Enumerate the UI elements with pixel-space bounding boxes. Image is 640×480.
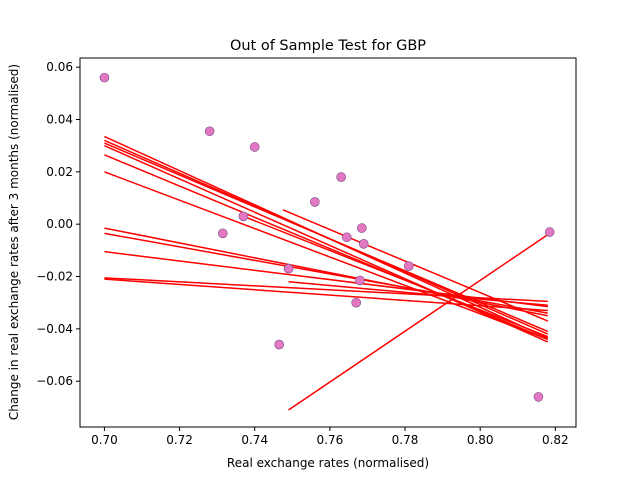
fit-lines-group [104,135,549,411]
y-axis-ticks: −0.06 −0.04 −0.02 0.00 0.02 0.04 0.06 [36,60,80,388]
scatter-point-14 [351,297,361,308]
scatter-point-1 [99,72,110,83]
scatter-point-15 [274,339,284,350]
fit-line-11 [104,278,548,312]
x-axis-ticks: 0.70 0.72 0.74 0.76 0.78 0.80 0.82 [91,427,569,447]
y-tick-label: −0.04 [36,322,73,336]
fit-line-6 [104,171,549,341]
x-axis-label: Real exchange rates (normalised) [227,456,429,470]
y-tick-label: 0.00 [46,217,73,231]
scatter-point-12 [403,261,414,271]
points-group [99,72,555,402]
y-tick-label: −0.02 [36,270,73,284]
x-tick-label: 0.70 [91,433,118,447]
x-tick-label: 0.76 [317,433,344,447]
y-tick-label: −0.06 [36,374,73,388]
scatter-point-6 [238,211,249,222]
fit-line-10 [104,277,548,303]
fit-line-15 [288,234,549,411]
fit-line-5 [104,154,549,341]
fit-line-8 [104,232,548,314]
x-tick-label: 0.74 [241,433,268,447]
scatter-point-8 [357,223,367,233]
fit-line-12 [243,215,549,338]
scatter-point-5 [310,197,320,207]
scatter-point-7 [217,228,228,239]
scatter-point-17 [533,392,544,402]
y-tick-label: 0.02 [46,165,73,179]
scatter-point-13 [355,275,365,286]
x-tick-label: 0.82 [542,433,569,447]
y-tick-label: 0.04 [46,113,73,127]
scatter-point-10 [358,239,369,249]
fit-line-7 [104,227,548,317]
x-tick-label: 0.78 [392,433,419,447]
fit-line-14 [288,281,548,307]
fit-line-13 [282,209,549,322]
scatter-point-16 [544,227,555,237]
chart-title: Out of Sample Test for GBP [230,38,426,54]
scatter-point-9 [341,232,352,243]
plot-area [80,58,576,427]
scatter-point-11 [283,263,294,274]
x-tick-label: 0.72 [166,433,193,447]
x-tick-label: 0.80 [467,433,494,447]
y-axis-label: Change in real exchange rates after 3 mo… [7,64,21,420]
scatter-point-2 [204,126,215,137]
plot-frame [79,57,577,428]
y-tick-label: 0.06 [46,60,73,74]
scatter-point-3 [249,142,260,152]
scatter-point-4 [336,172,346,182]
